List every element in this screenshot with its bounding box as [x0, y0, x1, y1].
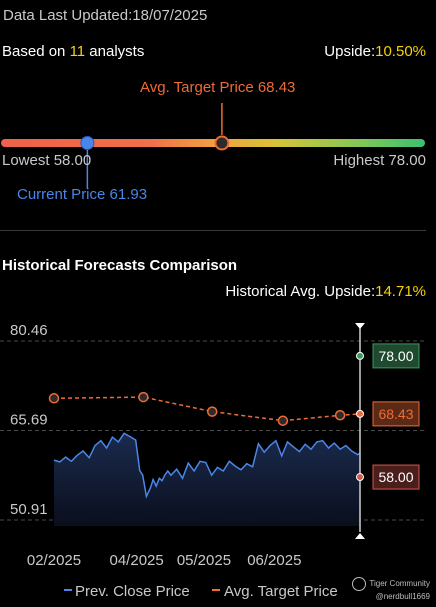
avg-target-marker — [214, 135, 230, 151]
y-tick-label: 50.91 — [10, 501, 48, 518]
end-dot — [356, 473, 364, 482]
y-tick-label: 65.69 — [10, 411, 48, 428]
lowest-label: Lowest 58.00 — [2, 152, 92, 169]
end-label-box — [372, 464, 420, 490]
x-tick-label: 05/2025 — [177, 552, 231, 569]
series-line-avg-target — [53, 396, 361, 422]
cursor-bottom-arrow — [355, 533, 365, 539]
end-label-text: 78.00 — [378, 348, 413, 364]
end-dot — [356, 351, 364, 360]
highest-label: Highest 78.00 — [333, 152, 426, 169]
watermark-brand: Tiger Community — [369, 579, 430, 589]
historical-upside-value: 14.71% — [375, 283, 426, 300]
data-updated-text: Data Last Updated:18/07/2025 — [3, 7, 207, 24]
end-label-box — [372, 401, 420, 427]
cursor-top-arrow — [355, 323, 365, 329]
watermark: Tiger Community @nerdbull1669 — [352, 577, 430, 602]
based-on-label: Based on — [2, 43, 70, 60]
upside-label: Upside: — [324, 43, 376, 60]
target-point — [334, 410, 346, 421]
legend-label-avg-target: Avg. Target Price — [224, 583, 338, 600]
target-point — [206, 406, 218, 417]
updated-date: 18/07/2025 — [132, 7, 208, 24]
forecast-chart: 80.46 65.69 50.91 78.00 68.43 58.00 02/2025 04/… — [0, 322, 426, 600]
end-label-box — [372, 343, 420, 369]
history-title: Historical Forecasts Comparison — [2, 257, 238, 274]
analysts-suffix: analysts — [85, 43, 145, 60]
series-line-prev-close — [53, 432, 361, 499]
analysts-summary: Based on 11 analysts — [2, 43, 144, 60]
analysts-count: 11 — [69, 43, 86, 60]
avg-target-label: Avg. Target Price 68.43 — [140, 79, 296, 96]
current-price-marker — [80, 136, 95, 150]
target-point — [277, 415, 289, 426]
updated-label: Data Last Updated: — [3, 7, 133, 24]
gauge-markers — [80, 103, 230, 189]
section-divider — [0, 230, 426, 231]
x-tick-label: 02/2025 — [27, 552, 81, 569]
end-label-text: 68.43 — [378, 406, 413, 422]
end-label-text: 58.00 — [378, 469, 413, 485]
watermark-handle: @nerdbull1669 — [375, 592, 430, 601]
upside-summary: Upside:10.50% — [324, 43, 426, 60]
y-tick-label: 80.46 — [10, 322, 48, 339]
legend-label-prev-close: Prev. Close Price — [75, 583, 190, 600]
upside-value: 10.50% — [375, 43, 426, 60]
target-point — [138, 391, 149, 403]
x-tick-label: 06/2025 — [247, 552, 301, 569]
historical-upside-label: Historical Avg. Upside: — [225, 283, 376, 300]
historical-upside: Historical Avg. Upside:14.71% — [225, 283, 426, 300]
x-tick-label: 04/2025 — [110, 552, 164, 569]
price-range-gauge — [1, 139, 425, 147]
target-point — [48, 393, 60, 404]
price-area — [54, 433, 360, 526]
current-price-label: Current Price 61.93 — [17, 186, 148, 203]
tiger-logo-icon — [352, 577, 367, 591]
end-dot — [356, 409, 364, 418]
